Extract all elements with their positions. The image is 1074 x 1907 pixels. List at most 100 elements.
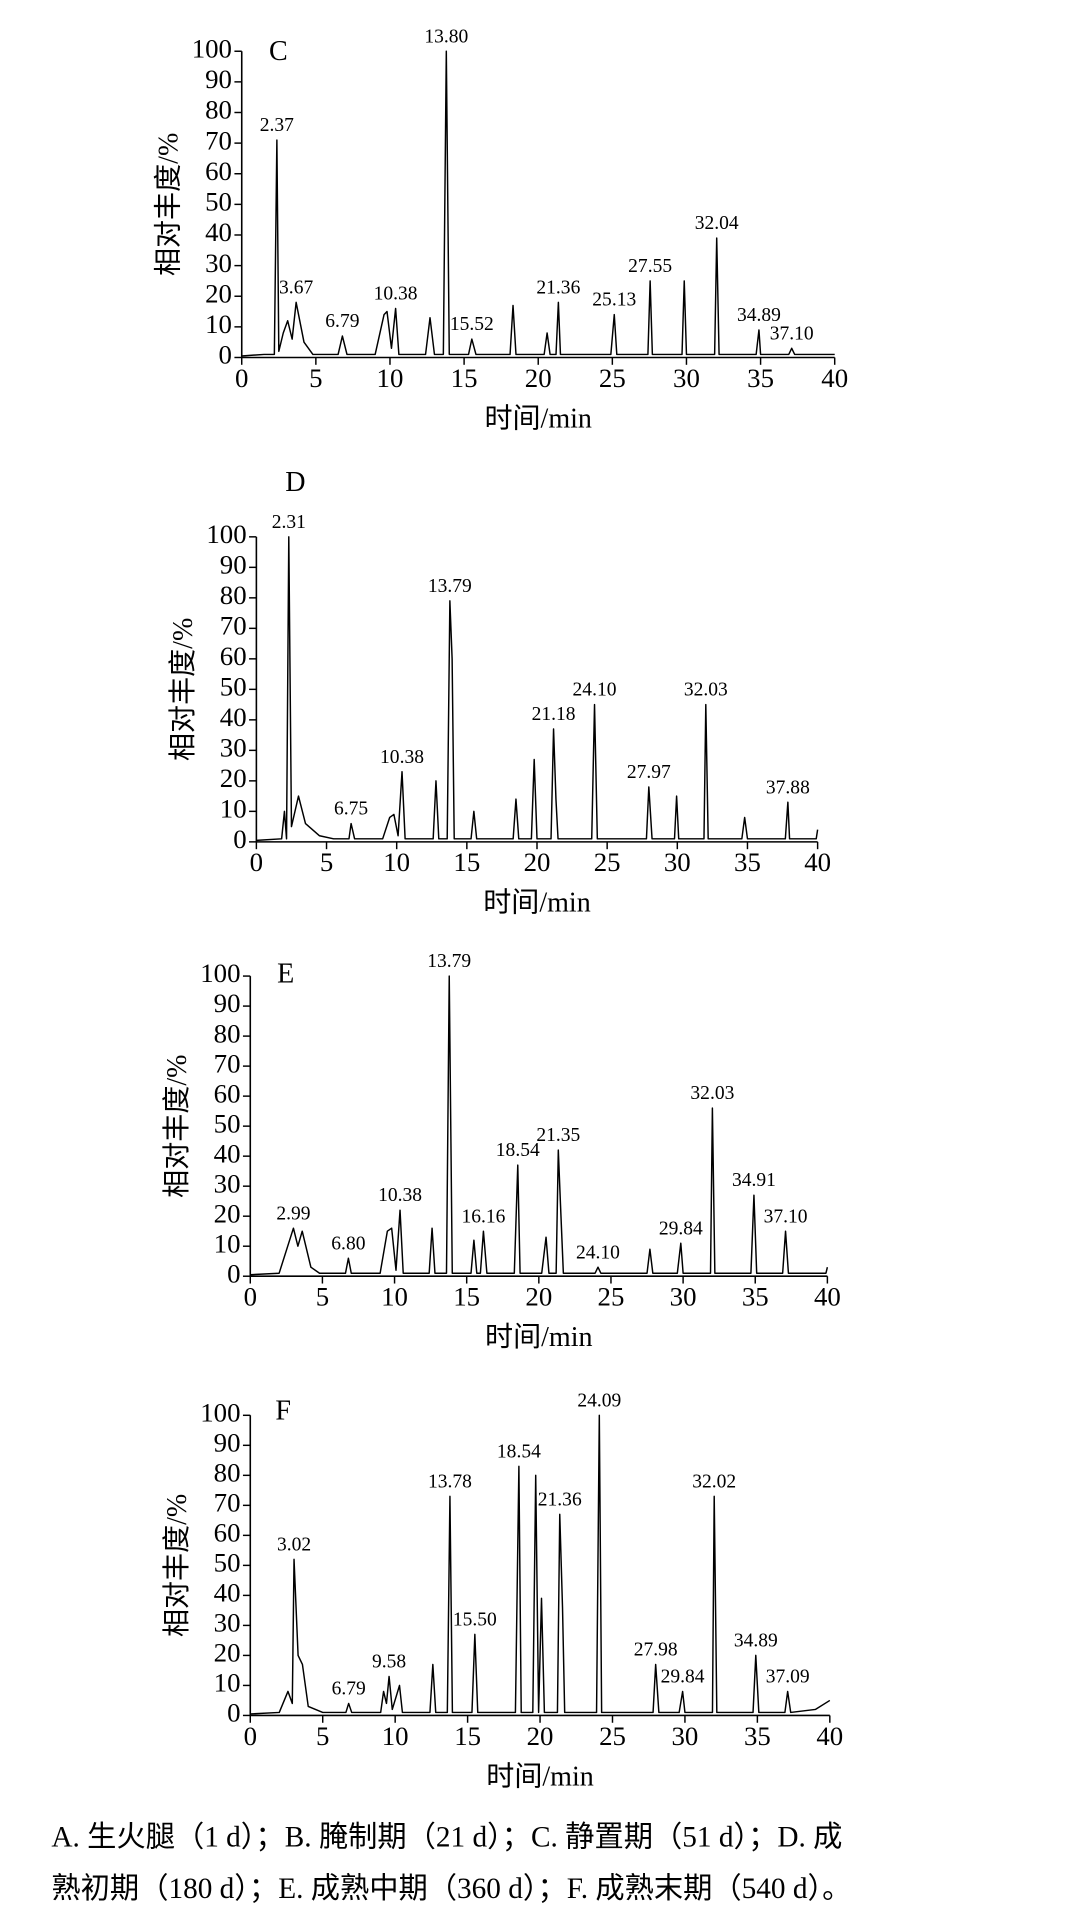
peak-label: 24.09 bbox=[577, 1390, 621, 1411]
y-tick-label: 80 bbox=[220, 580, 247, 610]
peak-label: 2.31 bbox=[272, 512, 306, 533]
x-tick-label: 35 bbox=[747, 363, 774, 393]
y-tick-label: 70 bbox=[214, 1048, 241, 1078]
peak-label: 34.89 bbox=[737, 305, 781, 326]
peak-label: 37.09 bbox=[766, 1666, 810, 1687]
y-tick-label: 0 bbox=[233, 824, 246, 854]
x-tick-label: 5 bbox=[309, 363, 322, 393]
y-tick-label: 50 bbox=[220, 672, 247, 702]
peak-label: 24.10 bbox=[576, 1242, 620, 1263]
y-axis-label: 相对丰度/% bbox=[167, 618, 199, 761]
peak-label: 10.38 bbox=[378, 1185, 422, 1206]
x-tick-label: 0 bbox=[244, 1721, 257, 1751]
panel-title: F bbox=[275, 1395, 291, 1426]
y-axis-label: 相对丰度/% bbox=[152, 133, 184, 276]
panel-title: C bbox=[269, 36, 288, 67]
peak-label: 15.52 bbox=[450, 314, 494, 335]
chromatogram-line bbox=[250, 1414, 831, 1715]
y-tick-label: 50 bbox=[214, 1548, 241, 1578]
y-axis-label: 相对丰度/% bbox=[161, 1494, 193, 1637]
x-tick-label: 15 bbox=[453, 847, 480, 877]
y-tick-label: 70 bbox=[220, 611, 247, 641]
chromatogram-line bbox=[250, 975, 829, 1276]
x-tick-label: 30 bbox=[670, 1282, 697, 1312]
peak-label: 13.79 bbox=[427, 951, 471, 972]
y-tick-label: 60 bbox=[205, 156, 232, 186]
x-tick-label: 25 bbox=[599, 363, 626, 393]
peak-label: 21.18 bbox=[532, 704, 576, 725]
x-tick-label: 0 bbox=[250, 847, 263, 877]
y-tick-label: 70 bbox=[214, 1488, 241, 1518]
x-tick-label: 25 bbox=[598, 1282, 625, 1312]
peak-label: 32.03 bbox=[690, 1083, 734, 1104]
y-tick-label: 100 bbox=[200, 1397, 240, 1427]
x-tick-label: 5 bbox=[320, 847, 333, 877]
peak-label: 37.88 bbox=[766, 777, 810, 798]
y-tick-label: 40 bbox=[205, 217, 232, 247]
x-tick-label: 20 bbox=[527, 1721, 554, 1751]
y-tick-label: 40 bbox=[214, 1138, 241, 1168]
y-tick-label: 10 bbox=[214, 1668, 241, 1698]
peak-label: 9.58 bbox=[372, 1651, 406, 1672]
y-tick-label: 30 bbox=[214, 1168, 241, 1198]
y-tick-label: 60 bbox=[220, 641, 247, 671]
peak-label: 32.02 bbox=[692, 1471, 736, 1492]
x-tick-label: 10 bbox=[382, 1721, 409, 1751]
peak-label: 16.16 bbox=[461, 1206, 505, 1227]
y-tick-label: 0 bbox=[219, 340, 232, 370]
peak-label: 15.50 bbox=[453, 1609, 497, 1630]
x-tick-label: 30 bbox=[672, 1721, 699, 1751]
x-tick-label: 40 bbox=[816, 1721, 843, 1751]
x-axis-label: 时间/min bbox=[483, 887, 591, 919]
peak-label: 34.91 bbox=[732, 1170, 776, 1191]
y-tick-label: 60 bbox=[214, 1518, 241, 1548]
peak-label: 21.36 bbox=[536, 277, 580, 298]
x-tick-label: 0 bbox=[235, 363, 248, 393]
y-tick-label: 30 bbox=[214, 1608, 241, 1638]
y-tick-label: 90 bbox=[205, 64, 232, 94]
y-tick-label: 80 bbox=[205, 95, 232, 125]
x-tick-label: 40 bbox=[804, 847, 831, 877]
y-tick-label: 40 bbox=[220, 702, 247, 732]
peak-label: 2.37 bbox=[260, 115, 294, 136]
x-tick-label: 25 bbox=[599, 1721, 626, 1751]
peak-label: 2.99 bbox=[276, 1203, 310, 1224]
peak-label: 34.89 bbox=[734, 1630, 778, 1651]
peak-label: 13.80 bbox=[424, 26, 468, 47]
peak-label: 37.10 bbox=[764, 1206, 808, 1227]
y-tick-label: 20 bbox=[214, 1198, 241, 1228]
y-tick-label: 60 bbox=[214, 1078, 241, 1108]
peak-label: 13.79 bbox=[428, 576, 472, 597]
x-tick-label: 20 bbox=[525, 1282, 552, 1312]
peak-label: 29.84 bbox=[659, 1218, 703, 1239]
x-tick-label: 10 bbox=[377, 363, 404, 393]
x-tick-label: 15 bbox=[453, 1282, 480, 1312]
peak-label: 10.38 bbox=[374, 284, 418, 305]
chromatogram-line bbox=[241, 50, 835, 357]
peak-label: 27.97 bbox=[627, 762, 671, 783]
y-tick-label: 40 bbox=[214, 1578, 241, 1608]
peak-label: 6.79 bbox=[332, 1679, 366, 1700]
peak-label: 21.36 bbox=[538, 1489, 582, 1510]
peak-label: 13.78 bbox=[428, 1471, 472, 1492]
y-tick-label: 100 bbox=[206, 519, 246, 549]
x-tick-label: 5 bbox=[316, 1721, 329, 1751]
caption-line: 熟初期（180 d）；E. 成熟中期（360 d）；F. 成熟末期（540 d）… bbox=[51, 1872, 851, 1905]
y-tick-label: 20 bbox=[220, 763, 247, 793]
x-tick-label: 35 bbox=[734, 847, 761, 877]
y-tick-label: 10 bbox=[214, 1228, 241, 1258]
y-tick-label: 10 bbox=[205, 309, 232, 339]
peak-label: 32.04 bbox=[695, 213, 739, 234]
y-tick-label: 30 bbox=[220, 733, 247, 763]
peak-label: 6.79 bbox=[325, 311, 359, 332]
y-tick-label: 100 bbox=[200, 958, 240, 988]
y-tick-label: 80 bbox=[214, 1018, 241, 1048]
peak-label: 6.80 bbox=[331, 1233, 365, 1254]
x-tick-label: 0 bbox=[244, 1282, 257, 1312]
y-tick-label: 0 bbox=[227, 1258, 240, 1288]
y-axis-label: 相对丰度/% bbox=[161, 1054, 193, 1197]
y-tick-label: 50 bbox=[205, 187, 232, 217]
x-tick-label: 35 bbox=[744, 1721, 771, 1751]
x-tick-label: 10 bbox=[383, 847, 410, 877]
x-tick-label: 40 bbox=[814, 1282, 841, 1312]
